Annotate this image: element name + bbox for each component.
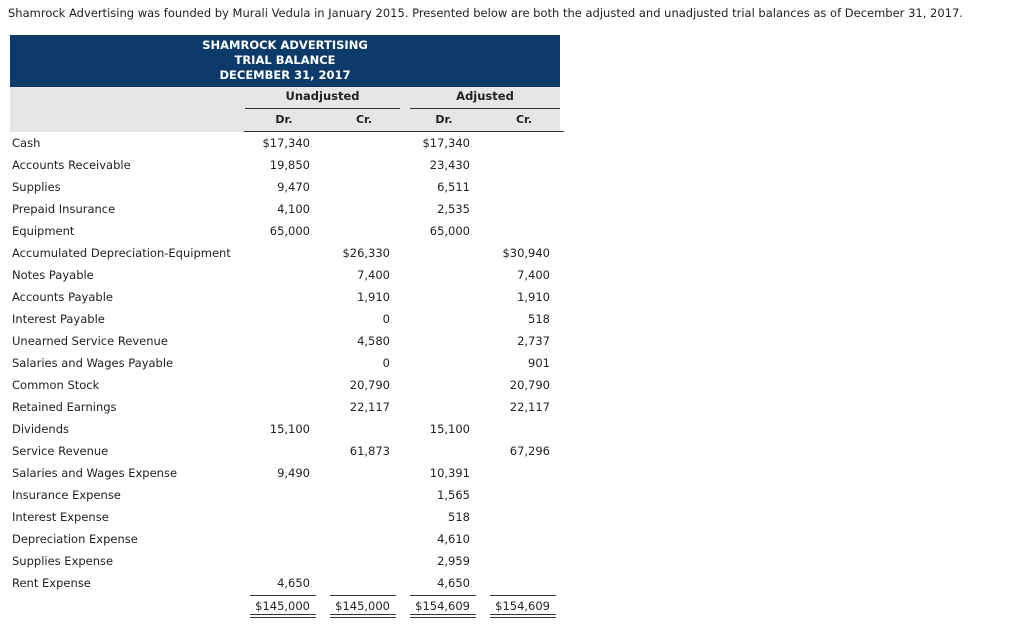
cell: 9,470 xyxy=(277,180,310,194)
cell: 20,790 xyxy=(509,378,550,392)
column-header: Cr. xyxy=(355,113,373,126)
column-header-band xyxy=(10,87,560,132)
total-rule-double xyxy=(490,614,556,615)
cell: 0 xyxy=(382,356,390,370)
cell: $17,340 xyxy=(422,136,470,150)
cell: 65,000 xyxy=(429,224,470,238)
total-rule-double xyxy=(330,614,396,615)
cell: 2,737 xyxy=(517,334,550,348)
cell: 6,511 xyxy=(437,180,470,194)
cell: 4,650 xyxy=(277,576,310,590)
row-label: Service Revenue xyxy=(12,444,109,458)
cell: 61,873 xyxy=(349,444,390,458)
cell: 518 xyxy=(448,510,470,524)
row-label: Equipment xyxy=(12,224,75,238)
total-rule-top xyxy=(330,595,396,596)
row-label: Accounts Receivable xyxy=(12,158,131,172)
column-header: Dr. xyxy=(275,113,293,126)
cell: $26,330 xyxy=(342,246,390,260)
row-label: Salaries and Wages Expense xyxy=(12,466,178,480)
total-rule-top xyxy=(490,595,556,596)
total-rule-double xyxy=(410,617,476,618)
cell: 9,490 xyxy=(277,466,310,480)
total: $154,609 xyxy=(415,599,470,613)
column-rule xyxy=(324,131,404,132)
column-rule xyxy=(484,131,564,132)
cell: 518 xyxy=(528,312,550,326)
cell: 1,910 xyxy=(357,290,390,304)
cell: 15,100 xyxy=(429,422,470,436)
total-rule-double xyxy=(330,617,396,618)
total: $145,000 xyxy=(255,599,310,613)
cell: $30,940 xyxy=(502,246,550,260)
total-rule-double xyxy=(250,614,316,615)
header-line: SHAMROCK ADVERTISING xyxy=(202,38,368,52)
cell: 23,430 xyxy=(429,158,470,172)
cell: 7,400 xyxy=(357,268,390,282)
total: $145,000 xyxy=(335,599,390,613)
cell: 65,000 xyxy=(269,224,310,238)
column-header: Cr. xyxy=(515,113,533,126)
row-label: Supplies xyxy=(12,180,61,194)
cell: $17,340 xyxy=(262,136,310,150)
group-rule xyxy=(410,108,560,109)
row-label: Depreciation Expense xyxy=(12,532,138,546)
group-header: Unadjusted xyxy=(285,89,360,103)
cell: 67,296 xyxy=(509,444,550,458)
cell: 4,100 xyxy=(277,202,310,216)
cell: 0 xyxy=(382,312,390,326)
row-label: Common Stock xyxy=(12,378,100,392)
cell: 20,790 xyxy=(349,378,390,392)
row-label: Interest Expense xyxy=(12,510,109,524)
total-rule-double xyxy=(490,617,556,618)
row-label: Accounts Payable xyxy=(12,290,113,304)
column-header: Dr. xyxy=(435,113,453,126)
total-rule-double xyxy=(250,617,316,618)
cell: 22,117 xyxy=(349,400,390,414)
header-box xyxy=(10,35,560,87)
row-label: Insurance Expense xyxy=(12,488,121,502)
cell: 1,565 xyxy=(437,488,470,502)
cell: 19,850 xyxy=(269,158,310,172)
cell: 901 xyxy=(528,356,550,370)
total-rule-double xyxy=(410,614,476,615)
cell: 2,535 xyxy=(437,202,470,216)
row-label: Unearned Service Revenue xyxy=(12,334,168,348)
cell: 22,117 xyxy=(509,400,550,414)
cell: 10,391 xyxy=(429,466,470,480)
cell: 4,650 xyxy=(437,576,470,590)
total-rule-top xyxy=(410,595,476,596)
group-header: Adjusted xyxy=(456,89,514,103)
header-line: DECEMBER 31, 2017 xyxy=(219,68,351,82)
column-rule xyxy=(244,131,324,132)
cell: 4,580 xyxy=(357,334,390,348)
group-rule xyxy=(245,108,400,109)
column-rule xyxy=(404,131,484,132)
header-line: TRIAL BALANCE xyxy=(234,53,336,67)
row-label: Supplies Expense xyxy=(12,554,114,568)
total: $154,609 xyxy=(495,599,550,613)
row-label: Rent Expense xyxy=(12,576,91,590)
cell: 1,910 xyxy=(517,290,550,304)
row-label: Dividends xyxy=(12,422,70,436)
row-label: Accumulated Depreciation-Equipment xyxy=(12,246,231,260)
intro: Shamrock Advertising was founded by Mura… xyxy=(8,6,963,20)
row-label: Notes Payable xyxy=(12,268,94,282)
row-label: Retained Earnings xyxy=(12,400,117,414)
row-label: Salaries and Wages Payable xyxy=(12,356,174,370)
total-rule-top xyxy=(250,595,316,596)
cell: 7,400 xyxy=(517,268,550,282)
cell: 4,610 xyxy=(437,532,470,546)
row-label: Interest Payable xyxy=(12,312,105,326)
row-label: Prepaid Insurance xyxy=(12,202,116,216)
cell: 2,959 xyxy=(437,554,470,568)
cell: 15,100 xyxy=(269,422,310,436)
row-label: Cash xyxy=(12,136,41,150)
